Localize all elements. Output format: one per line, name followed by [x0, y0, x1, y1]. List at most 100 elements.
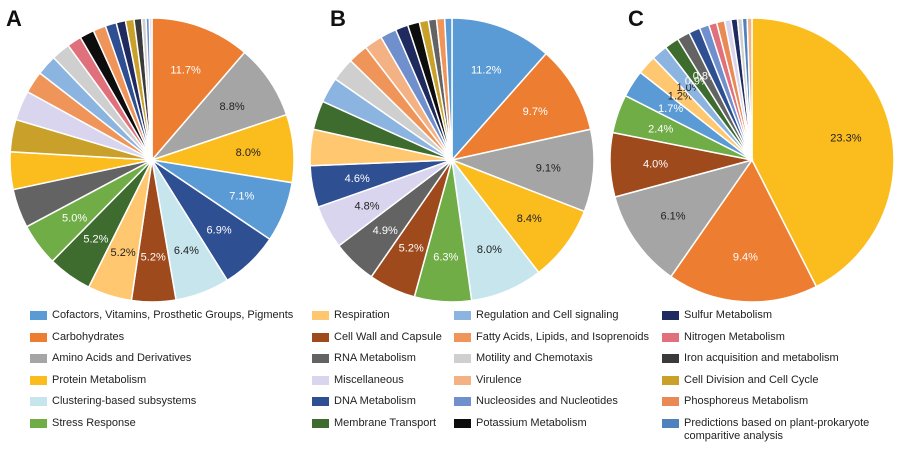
legend-swatch [30, 418, 47, 428]
legend-item-amino: Amino Acids and Derivatives [30, 352, 191, 365]
slice-data-label: 7.1% [229, 191, 254, 203]
slice-data-label: 5.0% [62, 213, 87, 225]
legend: Cofactors, Vitamins, Prosthetic Groups, … [30, 309, 890, 449]
slice-data-label: 11.2% [471, 65, 502, 77]
pie-slice-protein [751, 17, 895, 288]
slice-data-label: 11.7% [170, 65, 201, 77]
legend-item-dna: DNA Metabolism [312, 395, 416, 408]
legend-item-membrane: Membrane Transport [312, 417, 436, 430]
legend-swatch [30, 397, 47, 406]
legend-swatch [312, 354, 329, 363]
legend-label: Stress Response [52, 416, 136, 429]
legend-swatch [454, 311, 471, 320]
slice-data-label: 4.0% [643, 158, 668, 170]
legend-swatch [662, 375, 679, 385]
slice-data-label: 4.9% [373, 225, 398, 237]
legend-item-protein: Protein Metabolism [30, 374, 146, 387]
slice-data-label: 9.1% [536, 162, 561, 174]
legend-swatch [30, 375, 47, 385]
legend-label: Regulation and Cell signaling [476, 309, 619, 321]
legend-swatch [30, 354, 47, 363]
legend-label: Predictions based on plant-prokaryote co… [684, 416, 870, 442]
legend-item-potassium: Potassium Metabolism [454, 417, 587, 430]
legend-item-motility: Motility and Chemotaxis [454, 352, 593, 365]
legend-label: Miscellaneous [334, 373, 404, 386]
legend-swatch [454, 375, 471, 385]
legend-swatch [662, 397, 679, 406]
legend-swatch [30, 311, 47, 320]
legend-label: Virulence [476, 373, 522, 386]
legend-swatch [662, 354, 679, 363]
slice-data-label: 8.4% [517, 213, 542, 225]
legend-label: Phosphoreus Metabolism [684, 395, 809, 407]
legend-item-cofactors: Cofactors, Vitamins, Prosthetic Groups, … [30, 309, 293, 322]
slice-data-label: 4.8% [354, 201, 379, 213]
pie-slice-misc [148, 17, 153, 161]
legend-swatch [662, 311, 679, 320]
legend-item-stress: Stress Response [30, 417, 136, 430]
panel-letter: B [330, 6, 346, 31]
pie-slice-carbohydrates [669, 158, 818, 303]
slice-data-label: 9.4% [733, 251, 758, 263]
legend-item-nitrogen: Nitrogen Metabolism [662, 331, 872, 344]
legend-swatch [454, 332, 471, 342]
legend-swatch [454, 397, 471, 406]
panel-letter: A [6, 6, 22, 31]
legend-label: DNA Metabolism [334, 395, 416, 407]
pie-slice-amino [449, 128, 595, 213]
legend-item-nucleosides: Nucleosides and Nucleotides [454, 395, 618, 408]
legend-label: RNA Metabolism [334, 352, 416, 364]
slice-data-label: 8.8% [220, 101, 245, 113]
slice-data-label: 2.4% [648, 124, 673, 136]
legend-item-phosphorus: Phosphoreus Metabolism [662, 395, 872, 408]
legend-item-clustering: Clustering-based subsystems [30, 395, 196, 408]
legend-label: Cofactors, Vitamins, Prosthetic Groups, … [52, 309, 294, 321]
slice-data-label: 1.7% [658, 103, 683, 115]
slice-data-label: 6.1% [660, 211, 685, 223]
legend-label: Cell Division and Cell Cycle [684, 373, 819, 386]
legend-item-carbohydrates: Carbohydrates [30, 331, 124, 344]
pie-slice-virulence [746, 17, 753, 161]
legend-swatch [662, 332, 679, 342]
legend-item-rna: RNA Metabolism [312, 352, 416, 365]
legend-item-sulfur: Sulfur Metabolism [662, 309, 872, 322]
pie-chart-b: 11.2% 9.7% 9.1% 8.4% 8.0% 6.3% 5.2%4.9% 4.8% 4.6… [309, 6, 595, 303]
legend-item-misc: Miscellaneous [312, 374, 404, 387]
legend-swatch [662, 418, 679, 428]
legend-label: Fatty Acids, Lipids, and Isoprenoids [476, 330, 650, 343]
slice-data-label: 5.2% [111, 247, 136, 259]
legend-item-predictions: Predictions based on plant-prokaryote co… [662, 417, 872, 443]
legend-label: Membrane Transport [334, 416, 437, 429]
legend-label: Cell Wall and Capsule [334, 330, 442, 343]
legend-label: Iron acquisition and metabolism [684, 352, 839, 364]
legend-label: Potassium Metabolism [476, 416, 587, 429]
slice-data-label: 6.9% [207, 224, 232, 236]
legend-label: Nucleosides and Nucleotides [476, 395, 618, 407]
legend-label: Clustering-based subsystems [52, 395, 197, 407]
pie-chart-c: 23.3%9.4%6.1%4.0%2.4%1.7%1.2%1.0%0.9%0.8… [609, 6, 895, 303]
pie-chart-a: 11.7%8.8%8.0%7.1%6.9%6.4%5.2%5.2%5.2%5.0… [6, 6, 295, 303]
legend-label: Amino Acids and Derivatives [52, 352, 192, 364]
legend-swatch [454, 354, 471, 363]
legend-item-regulation: Regulation and Cell signaling [454, 309, 618, 322]
legend-item-cellwall: Cell Wall and Capsule [312, 331, 442, 344]
slice-data-label: 5.2% [141, 252, 166, 264]
legend-swatch [312, 332, 329, 342]
slice-data-label: 8.0% [236, 147, 261, 159]
slice-data-label: 6.4% [174, 245, 199, 257]
legend-swatch [312, 397, 329, 406]
slice-data-label: 5.2% [83, 234, 108, 246]
slice-data-label: 9.7% [523, 106, 548, 118]
legend-swatch [312, 311, 329, 320]
legend-item-celldivision: Cell Division and Cell Cycle [662, 374, 872, 387]
pie-slice-carbohydrates [449, 52, 592, 162]
legend-swatch [454, 418, 471, 428]
legend-label: Protein Metabolism [52, 373, 147, 386]
pie-slice-cofactors [451, 17, 548, 162]
legend-item-respiration: Respiration [312, 309, 390, 322]
legend-swatch [30, 332, 47, 342]
slice-data-label: 5.2% [399, 243, 424, 255]
slice-data-label: 4.6% [345, 173, 370, 185]
legend-label: Motility and Chemotaxis [476, 352, 593, 364]
